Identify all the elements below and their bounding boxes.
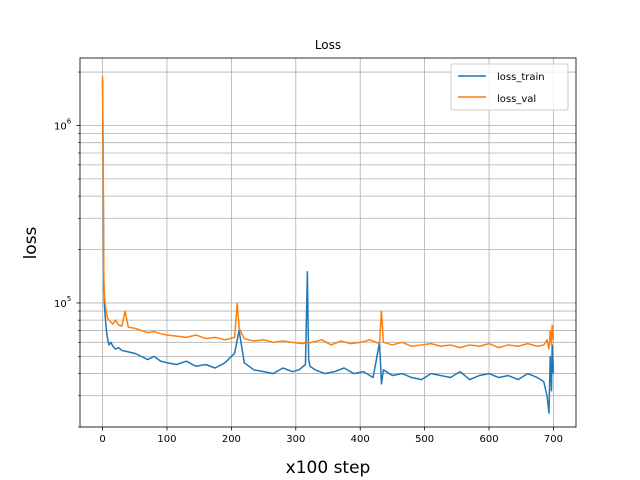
x-tick-label: 700 [544,434,563,445]
plot-frame [79,57,577,428]
series-layer [101,76,555,414]
y-axis-ticks: 105 106 [54,71,80,428]
chart-title: Loss [315,38,341,52]
y-tick-label: 105 [54,295,71,310]
legend: loss_train loss_val [450,63,569,111]
legend-label-loss-train: loss_train [497,72,545,83]
series-line-loss-val [101,76,555,350]
x-tick-label: 400 [351,434,370,445]
y-tick-label: 106 [54,117,72,132]
x-tick-label: 300 [286,434,305,445]
series-line-loss-train [101,80,555,414]
x-axis-label: x100 step [286,458,371,478]
x-tick-label: 0 [99,434,105,445]
x-tick-label: 100 [157,434,176,445]
x-tick-label: 600 [479,434,498,445]
legend-label-loss-val: loss_val [497,94,536,105]
x-tick-label: 200 [222,434,241,445]
x-axis-ticks: 0 100 200 300 400 500 600 700 [99,427,563,445]
x-tick-label: 500 [415,434,434,445]
y-axis-label: loss [21,226,41,259]
